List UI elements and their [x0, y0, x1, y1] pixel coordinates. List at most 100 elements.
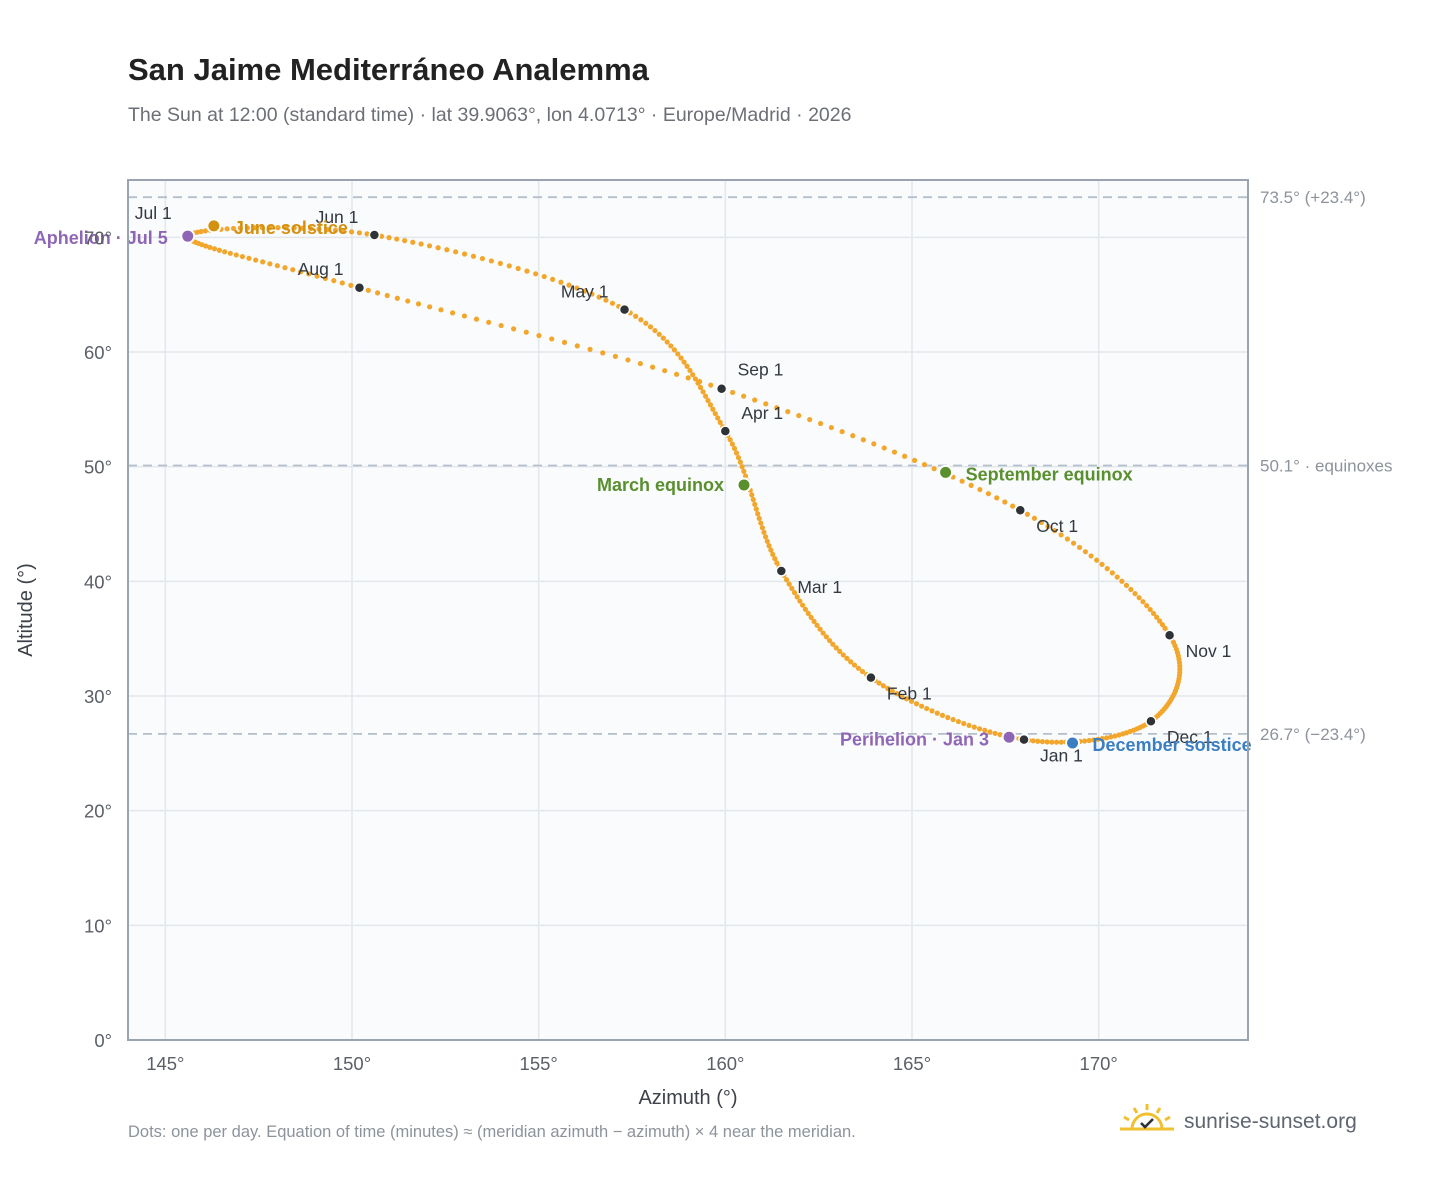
daily-sun-dot [1030, 738, 1036, 744]
daily-sun-dot [394, 295, 400, 301]
daily-sun-dot [1104, 735, 1110, 741]
daily-sun-dot [700, 389, 706, 395]
daily-sun-dot [731, 445, 738, 452]
daily-sun-dot [971, 724, 977, 730]
event-label: June solstice [234, 218, 348, 238]
daily-sun-dot [1076, 544, 1083, 551]
daily-sun-dot [365, 287, 371, 293]
daily-sun-dot [761, 529, 767, 535]
daily-sun-dot [418, 241, 424, 247]
chart-title: San Jaime Mediterráneo Analemma [128, 52, 649, 87]
daily-sun-dot [374, 290, 381, 296]
daily-sun-dot [239, 253, 246, 260]
daily-sun-dot [855, 665, 862, 671]
daily-sun-dot [316, 226, 322, 232]
daily-sun-dot [283, 225, 289, 231]
daily-sun-dot [850, 433, 856, 439]
reference-line-label: 26.7° (−23.4°) [1260, 725, 1366, 744]
daily-sun-dot [1128, 586, 1134, 593]
daily-sun-dot [405, 298, 411, 304]
month-marker [618, 303, 631, 316]
daily-sun-dot [252, 225, 258, 231]
daily-sun-dot [770, 551, 776, 558]
daily-sun-dot [755, 511, 761, 517]
daily-sun-dot [340, 228, 347, 234]
daily-sun-dot [222, 249, 228, 255]
month-marker [1145, 715, 1157, 727]
daily-sun-dot [1136, 595, 1142, 601]
month-marker [368, 229, 381, 241]
daily-sun-dot [684, 363, 690, 369]
daily-sun-dot [550, 276, 556, 282]
daily-sun-dot [203, 243, 209, 249]
daily-sun-dot [664, 339, 670, 345]
daily-sun-dot [1114, 574, 1120, 580]
daily-sun-dot [291, 225, 297, 231]
daily-sun-dot [364, 231, 370, 237]
month-label: Jul 1 [135, 203, 172, 223]
daily-sun-dot [1140, 599, 1146, 605]
daily-sun-dot [912, 457, 918, 463]
event-marker [1065, 735, 1081, 751]
brand-logo[interactable]: sunrise-sunset.org [1118, 1102, 1357, 1141]
daily-sun-dot [881, 445, 887, 451]
daily-sun-dot [742, 473, 749, 479]
reference-line-label: 73.5° (+23.4°) [1260, 188, 1366, 207]
daily-sun-dot [899, 693, 905, 699]
daily-sun-dot [844, 655, 850, 661]
daily-sun-dot [885, 685, 891, 692]
daily-sun-dot [730, 389, 736, 396]
daily-sun-dot [589, 291, 595, 297]
daily-sun-dot [506, 263, 512, 269]
daily-sun-dot [647, 324, 654, 330]
daily-sun-dot [625, 357, 631, 363]
daily-sun-dot [444, 247, 450, 253]
daily-sun-dot [498, 322, 504, 329]
daily-sun-dot [839, 429, 845, 435]
daily-sun-dot [966, 722, 972, 728]
daily-sun-dot [1082, 549, 1089, 555]
daily-sun-dot [903, 696, 910, 702]
month-label: May 1 [561, 282, 609, 302]
daily-sun-dot [908, 698, 915, 704]
daily-sun-dot [715, 415, 721, 421]
month-label: Apr 1 [741, 403, 783, 423]
daily-sun-dot [449, 310, 456, 316]
daily-sun-dot [830, 641, 836, 647]
daily-sun-dot [758, 520, 764, 526]
daily-sun-dot [707, 402, 714, 408]
x-axis-title: Azimuth (°) [638, 1087, 737, 1109]
daily-sun-dot [802, 606, 809, 612]
daily-sun-dot [652, 327, 658, 334]
month-label: Oct 1 [1036, 516, 1078, 536]
daily-sun-dot [1070, 540, 1077, 546]
daily-sun-dot [1038, 519, 1044, 525]
daily-sun-dot [470, 253, 477, 259]
event-marker [180, 228, 196, 244]
daily-sun-dot [1031, 515, 1038, 521]
daily-sun-dot [308, 226, 314, 232]
daily-sun-dot [253, 257, 259, 263]
daily-sun-dot [692, 376, 699, 382]
daily-sun-dot [759, 525, 765, 531]
y-tick-label: 70° [84, 227, 112, 248]
daily-sun-dot [924, 705, 930, 712]
daily-sun-dot [749, 492, 755, 498]
daily-sun-dot [985, 491, 992, 497]
daily-sun-dot [246, 255, 252, 261]
event-label: September equinox [966, 464, 1133, 484]
daily-sun-dot [961, 720, 967, 727]
daily-sun-dot [921, 461, 928, 468]
daily-sun-dot [1157, 618, 1163, 624]
daily-sun-dot [955, 718, 962, 725]
daily-sun-dot [332, 227, 339, 233]
event-marker [938, 464, 954, 480]
daily-sun-dot [581, 288, 588, 294]
daily-sun-dot [752, 501, 758, 507]
daily-sun-dot [1091, 737, 1097, 743]
month-marker [353, 282, 366, 294]
daily-sun-dot [774, 405, 780, 411]
y-tick-label: 60° [84, 342, 112, 363]
daily-sun-dot [426, 243, 433, 249]
daily-sun-dot [473, 316, 480, 322]
